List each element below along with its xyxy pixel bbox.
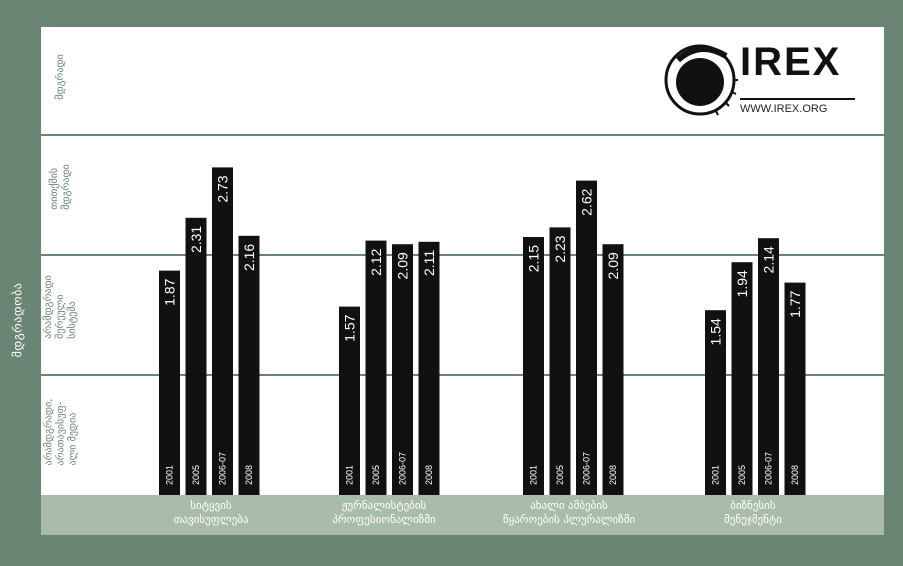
value-label-g0-s1: 2.31	[188, 226, 204, 253]
bar-g3-s2	[758, 238, 779, 495]
year-label-g2-s2: 2006-07	[582, 452, 592, 485]
year-label-g1-s1: 2005	[371, 465, 381, 485]
value-label-g0-s2: 2.73	[215, 175, 231, 202]
bar-g0-s1	[185, 217, 207, 496]
value-label-g3-s0: 1.54	[708, 318, 724, 345]
year-label-g3-s1: 2005	[737, 465, 747, 485]
bar-g3-s3	[784, 282, 806, 495]
year-label-g2-s0: 2001	[529, 465, 539, 485]
bar-g1-s3	[418, 241, 440, 495]
value-label-g3-s1: 1.94	[734, 270, 750, 297]
year-label-g1-s2: 2006-07	[398, 452, 408, 485]
category-label-2: ახალი ამბების წყაროების პლურალიზმი	[502, 499, 636, 526]
bar-g3-s0	[705, 310, 726, 495]
year-label-g0-s0: 2001	[165, 465, 175, 485]
bar-g2-s3	[602, 244, 624, 495]
year-label-g3-s0: 2001	[711, 465, 721, 485]
logo-divider	[740, 98, 855, 100]
year-label-g3-s3: 2008	[790, 465, 800, 485]
year-label-g3-s2: 2006-07	[764, 452, 774, 485]
value-label-g1-s1: 2.12	[368, 248, 384, 275]
value-label-g2-s0: 2.15	[526, 245, 542, 272]
value-label-g1-s3: 2.11	[421, 250, 437, 276]
bar-g2-s0	[523, 237, 544, 495]
irex-swirl-logo-icon	[664, 44, 738, 116]
bar-g2-s2	[576, 180, 597, 495]
category-label-1: ჟურნალისტების პროფესიონალიზმი	[332, 499, 436, 526]
year-label-g2-s1: 2005	[555, 465, 565, 485]
year-label-g1-s3: 2008	[424, 465, 434, 485]
year-label-g0-s3: 2008	[244, 465, 254, 485]
category-label-0: სიტყვის თავისუფლება	[173, 499, 249, 526]
bar-g0-s2	[212, 167, 233, 495]
value-label-g0-s0: 1.87	[162, 278, 178, 305]
year-label-g0-s1: 2005	[191, 465, 201, 485]
year-label-g2-s3: 2008	[608, 465, 618, 485]
value-label-g1-s2: 2.09	[395, 252, 411, 279]
value-label-g2-s2: 2.62	[579, 188, 595, 215]
value-label-g3-s2: 2.14	[761, 246, 777, 273]
bar-g1-s0	[339, 306, 360, 495]
year-label-g1-s0: 2001	[345, 465, 355, 485]
year-label-g0-s2: 2006-07	[218, 452, 228, 485]
category-band	[41, 495, 884, 535]
value-label-g2-s3: 2.09	[605, 252, 621, 279]
bar-g0-s0	[159, 270, 180, 495]
value-label-g0-s3: 2.16	[241, 244, 257, 271]
value-label-g1-s0: 1.57	[342, 314, 358, 341]
value-label-g2-s1: 2.23	[552, 235, 568, 262]
bar-g2-s1	[549, 227, 571, 495]
category-label-3: ბიზნესის მენეჯმენტი	[724, 499, 782, 526]
logo-url[interactable]: WWW.IREX.ORG	[740, 103, 828, 115]
bar-g1-s2	[392, 244, 413, 495]
bar-g1-s1	[365, 240, 387, 495]
bar-g0-s3	[238, 235, 260, 496]
logo-wordmark: IREX	[740, 40, 842, 84]
value-label-g3-s3: 1.77	[787, 290, 803, 317]
bar-g3-s1	[731, 262, 753, 495]
